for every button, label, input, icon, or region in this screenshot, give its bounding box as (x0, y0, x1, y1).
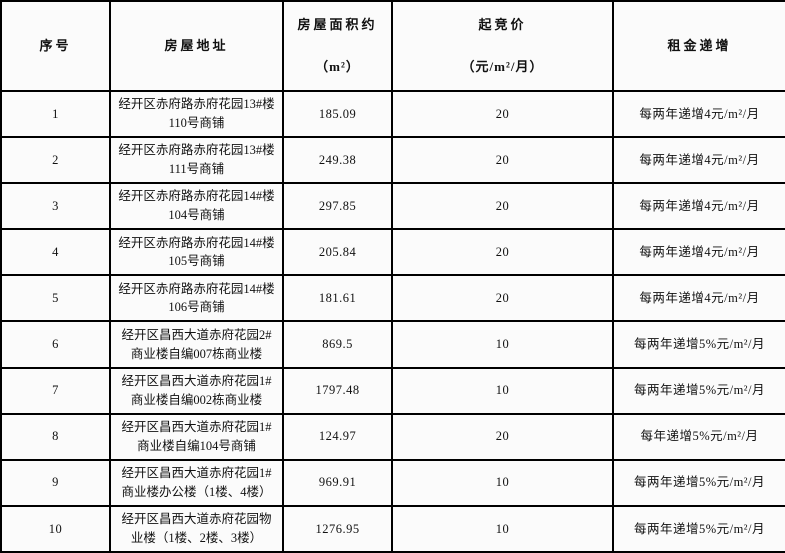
header-label: 房屋面积约 (297, 16, 378, 32)
cell-price: 10 (391, 320, 614, 369)
table-row: 4 经开区赤府路赤府花园14#楼105号商铺 205.84 20 每两年递增4元… (0, 228, 785, 277)
cell-increment: 每两年递增5%元/m²/月 (612, 366, 785, 415)
cell-area: 249.38 (282, 136, 393, 185)
cell-area: 969.91 (282, 458, 393, 507)
cell-area: 185.09 (282, 89, 393, 139)
cell-area: 205.84 (282, 228, 393, 277)
cell-serial: 10 (0, 504, 111, 553)
cell-serial: 3 (0, 182, 111, 231)
cell-price: 10 (391, 458, 614, 507)
table-row: 1 经开区赤府路赤府花园13#楼110号商铺 185.09 20 每两年递增4元… (0, 89, 785, 139)
table-row: 10 经开区昌西大道赤府花园物业楼（1楼、2楼、3楼） 1276.95 10 每… (0, 504, 785, 553)
cell-address: 经开区赤府路赤府花园14#楼105号商铺 (109, 228, 284, 277)
cell-address: 经开区昌西大道赤府花园1#商业楼办公楼（1楼、4楼） (109, 458, 284, 507)
cell-serial: 6 (0, 320, 111, 369)
cell-price: 20 (391, 228, 614, 277)
cell-area: 181.61 (282, 274, 393, 323)
cell-address: 经开区赤府路赤府花园13#楼110号商铺 (109, 89, 284, 139)
cell-serial: 2 (0, 136, 111, 185)
header-label: 租金递增 (667, 37, 732, 53)
cell-price: 20 (391, 412, 614, 461)
col-header-area: 房屋面积约 （m²） (282, 0, 393, 92)
cell-serial: 8 (0, 412, 111, 461)
cell-price: 10 (391, 504, 614, 553)
cell-serial: 4 (0, 228, 111, 277)
table-row: 8 经开区昌西大道赤府花园1#商业楼自编104号商铺 124.97 20 每年递… (0, 412, 785, 461)
cell-increment: 每两年递增4元/m²/月 (612, 182, 785, 231)
cell-increment: 每两年递增5%元/m²/月 (612, 504, 785, 553)
cell-price: 20 (391, 182, 614, 231)
table-row: 2 经开区赤府路赤府花园13#楼111号商铺 249.38 20 每两年递增4元… (0, 136, 785, 185)
cell-area: 869.5 (282, 320, 393, 369)
cell-area: 1797.48 (282, 366, 393, 415)
cell-increment: 每两年递增5%元/m²/月 (612, 320, 785, 369)
cell-serial: 5 (0, 274, 111, 323)
cell-increment: 每两年递增5%元/m²/月 (612, 458, 785, 507)
cell-address: 经开区昌西大道赤府花园2#商业楼自编007栋商业楼 (109, 320, 284, 369)
header-label: 起竞价 (478, 16, 527, 32)
cell-increment: 每两年递增4元/m²/月 (612, 274, 785, 323)
header-unit: （元/m²/月） (461, 59, 544, 74)
cell-address: 经开区昌西大道赤府花园1#商业楼自编002栋商业楼 (109, 366, 284, 415)
table-row: 7 经开区昌西大道赤府花园1#商业楼自编002栋商业楼 1797.48 10 每… (0, 366, 785, 415)
cell-address: 经开区赤府路赤府花园14#楼106号商铺 (109, 274, 284, 323)
col-header-address: 房屋地址 (109, 0, 284, 92)
cell-increment: 每两年递增4元/m²/月 (612, 136, 785, 185)
cell-area: 297.85 (282, 182, 393, 231)
cell-serial: 1 (0, 89, 111, 139)
table-row: 3 经开区赤府路赤府花园14#楼104号商铺 297.85 20 每两年递增4元… (0, 182, 785, 231)
cell-price: 20 (391, 136, 614, 185)
cell-increment: 每两年递增4元/m²/月 (612, 89, 785, 139)
cell-area: 124.97 (282, 412, 393, 461)
header-label: 房屋地址 (164, 37, 229, 53)
cell-address: 经开区赤府路赤府花园13#楼111号商铺 (109, 136, 284, 185)
table-row: 5 经开区赤府路赤府花园14#楼106号商铺 181.61 20 每两年递增4元… (0, 274, 785, 323)
cell-increment: 每年递增5%元/m²/月 (612, 412, 785, 461)
table-row: 6 经开区昌西大道赤府花园2#商业楼自编007栋商业楼 869.5 10 每两年… (0, 320, 785, 369)
cell-area: 1276.95 (282, 504, 393, 553)
cell-price: 10 (391, 366, 614, 415)
header-unit: （m²） (315, 59, 360, 74)
header-label: 序号 (39, 37, 72, 53)
cell-address: 经开区昌西大道赤府花园物业楼（1楼、2楼、3楼） (109, 504, 284, 553)
cell-increment: 每两年递增4元/m²/月 (612, 228, 785, 277)
table-row: 9 经开区昌西大道赤府花园1#商业楼办公楼（1楼、4楼） 969.91 10 每… (0, 458, 785, 507)
col-header-rent-increment: 租金递增 (612, 0, 785, 92)
cell-serial: 9 (0, 458, 111, 507)
cell-serial: 7 (0, 366, 111, 415)
cell-price: 20 (391, 274, 614, 323)
cell-address: 经开区赤府路赤府花园14#楼104号商铺 (109, 182, 284, 231)
cell-price: 20 (391, 89, 614, 139)
col-header-serial: 序号 (0, 0, 111, 92)
col-header-starting-bid: 起竞价 （元/m²/月） (391, 0, 614, 92)
table-header-row: 序号 房屋地址 房屋面积约 （m²） 起竞价 （元/m²/月） 租金递增 (0, 0, 785, 92)
cell-address: 经开区昌西大道赤府花园1#商业楼自编104号商铺 (109, 412, 284, 461)
